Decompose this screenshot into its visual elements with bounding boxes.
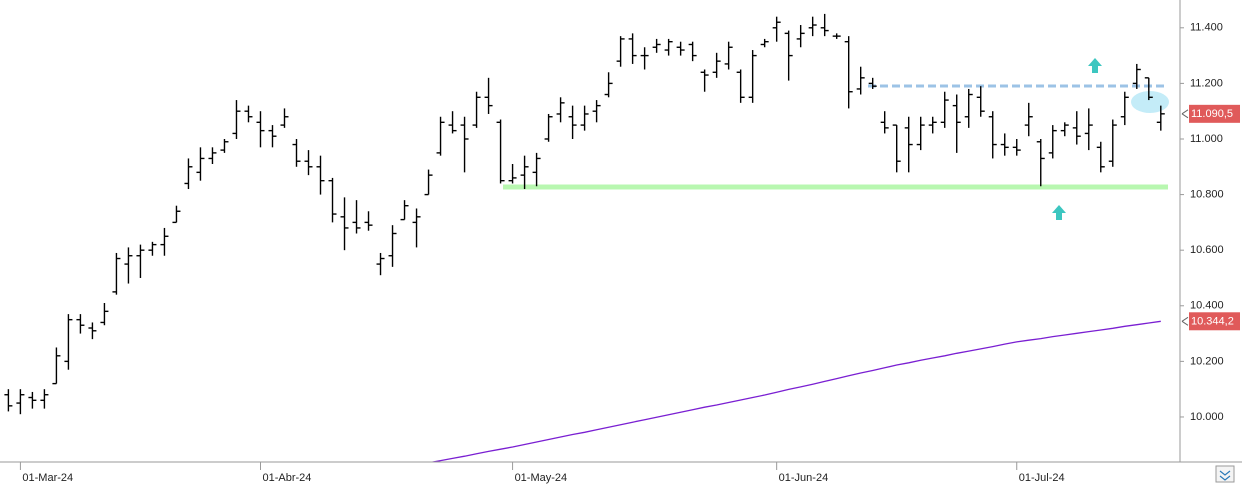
price-tag bbox=[1189, 312, 1240, 331]
x-tick-label: 01-Jul-24 bbox=[1019, 472, 1065, 484]
price-tag-pointer bbox=[1181, 316, 1189, 326]
arrow-up bbox=[1052, 205, 1066, 220]
price-tag-pointer bbox=[1181, 109, 1189, 119]
y-tick-label: 11.000 bbox=[1190, 133, 1223, 145]
moving-average bbox=[429, 320, 1161, 462]
arrow-up bbox=[1088, 58, 1102, 73]
y-tick-label: 10.000 bbox=[1190, 411, 1224, 423]
y-tick-label: 11.200 bbox=[1190, 77, 1223, 89]
y-tick-label: 10.200 bbox=[1190, 355, 1224, 367]
price-tag bbox=[1189, 104, 1240, 123]
plot-area bbox=[4, 13, 1169, 462]
price-tag-label: 10.344,2 bbox=[1191, 316, 1234, 328]
support-line bbox=[503, 184, 1168, 190]
x-tick-label: 01-Jun-24 bbox=[779, 472, 829, 484]
x-tick-label: 01-Mar-24 bbox=[22, 472, 73, 484]
y-tick-label: 10.800 bbox=[1190, 188, 1224, 200]
x-tick-label: 01-Abr-24 bbox=[262, 472, 311, 484]
y-tick-label: 10.400 bbox=[1190, 300, 1224, 312]
scroll-icon bbox=[1219, 470, 1231, 481]
scroll-button[interactable] bbox=[1215, 465, 1235, 483]
price-tag-label: 11.090,5 bbox=[1191, 108, 1233, 120]
x-tick-label: 01-May-24 bbox=[515, 472, 568, 484]
y-tick-label: 11.400 bbox=[1190, 22, 1223, 34]
y-tick-label: 10.600 bbox=[1190, 244, 1224, 256]
highlight-ellipse bbox=[1131, 91, 1169, 113]
